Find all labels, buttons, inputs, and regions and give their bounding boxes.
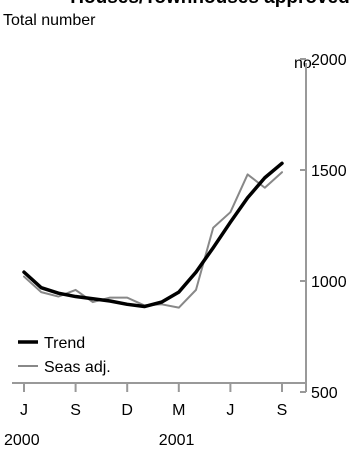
legend-seas-label: Seas adj.: [44, 359, 111, 376]
y-tick-label: 1000: [311, 274, 347, 291]
y-ticks: 2000 1500 1000 500: [300, 52, 347, 402]
legend-trend-label: Trend: [44, 335, 85, 352]
x-tick-label: S: [277, 402, 288, 419]
y-tick-label: 1500: [311, 163, 347, 180]
x-tick-label: J: [20, 402, 28, 419]
x-ticks: J S D M J S 2000 2001: [4, 383, 287, 449]
chart-title: Houses/Townhouses approved: [70, 0, 349, 8]
y-tick-label: 2000: [311, 52, 347, 69]
series-line-seas-adj: [23, 171, 283, 309]
chart-subtitle: Total number: [3, 12, 96, 29]
x-year-label: 2001: [159, 432, 195, 449]
x-tick-label: M: [172, 402, 185, 419]
x-year-label: 2000: [4, 432, 40, 449]
x-tick-label: S: [70, 402, 81, 419]
series-line-trend: [22, 161, 284, 309]
y-tick-label: 500: [311, 385, 338, 402]
x-tick-label: D: [121, 402, 133, 419]
x-tick-label: J: [226, 402, 234, 419]
legend: Trend Seas adj.: [18, 335, 111, 376]
series-layer: [22, 161, 284, 309]
